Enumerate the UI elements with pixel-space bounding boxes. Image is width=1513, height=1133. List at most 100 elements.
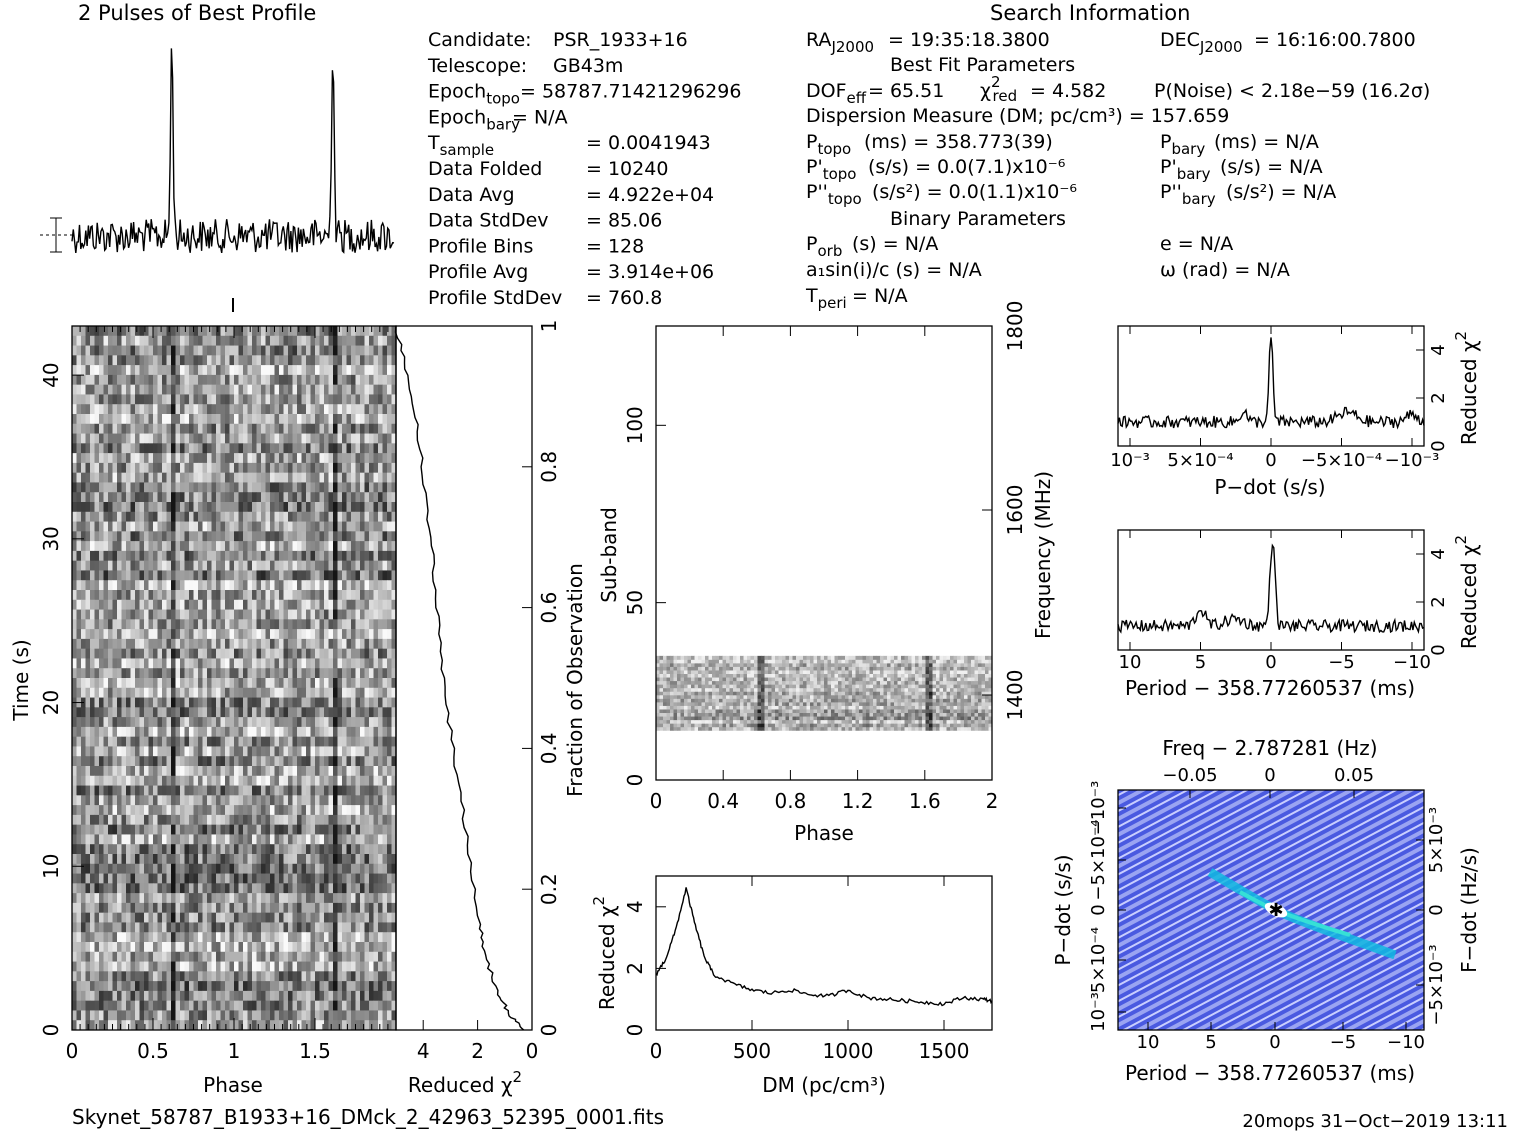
- heat-cell: [301, 863, 307, 874]
- heat-cell: [351, 580, 356, 591]
- heat-cell: [139, 443, 145, 454]
- heat-cell: [85, 981, 91, 992]
- heat-cell: [211, 482, 217, 493]
- heat-cell: [112, 511, 118, 522]
- heat-cell: [72, 453, 77, 464]
- heat-cell: [355, 374, 361, 386]
- heat-cell: [162, 560, 167, 571]
- heat-cell: [184, 648, 190, 659]
- heat-cell: [121, 433, 127, 444]
- heat-cell: [189, 658, 194, 669]
- heat-cell: [243, 462, 248, 474]
- heat-cell: [301, 453, 307, 464]
- ra-value: = 19:35:18.3800: [888, 29, 1050, 51]
- heat-cell: [189, 531, 194, 542]
- heat-cell: [117, 511, 122, 522]
- heat-cell: [171, 580, 176, 591]
- heat-cell: [166, 961, 172, 972]
- heat-cell: [90, 414, 95, 425]
- heat-cell: [216, 697, 221, 708]
- heat-cell: [346, 355, 352, 366]
- heat-cell: [135, 511, 140, 522]
- heat-cell: [324, 374, 329, 386]
- heat-cell: [342, 384, 347, 395]
- heat-cell: [126, 726, 131, 738]
- heat-cell: [234, 942, 239, 953]
- heat-cell: [175, 795, 181, 806]
- heat-cell: [351, 697, 356, 708]
- heat-cell: [189, 550, 194, 562]
- heat-cell: [382, 687, 388, 698]
- heat-cell: [193, 414, 199, 425]
- heat-cell: [391, 560, 397, 571]
- heat-cell: [292, 560, 298, 571]
- heat-cell: [234, 707, 239, 718]
- heat-cell: [342, 619, 347, 630]
- heat-cell: [364, 932, 370, 943]
- heat-cell: [382, 619, 388, 630]
- heat-cell: [130, 687, 136, 698]
- pnoise-value: P(Noise) < 2.18e−59 (16.2σ): [1154, 80, 1430, 102]
- heat-cell: [229, 697, 235, 708]
- heat-cell: [202, 374, 208, 386]
- heat-cell: [126, 541, 131, 552]
- heat-cell: [90, 609, 95, 620]
- heat-cell: [310, 951, 316, 962]
- heat-cell: [153, 345, 158, 356]
- heat-cell: [319, 531, 325, 542]
- heat-cell: [324, 629, 329, 640]
- heat-cell: [355, 482, 361, 493]
- heat-cell: [256, 443, 262, 454]
- heat-cell: [184, 629, 190, 640]
- heat-cell: [247, 951, 253, 962]
- heat-cell: [166, 893, 172, 904]
- heat-cell: [243, 619, 248, 630]
- heat-cell: [198, 678, 203, 689]
- heat-cell: [130, 971, 136, 982]
- heat-cell: [94, 971, 100, 982]
- heat-cell: [310, 834, 316, 845]
- heat-cell: [382, 707, 388, 718]
- heat-cell: [378, 365, 383, 376]
- heat-cell: [220, 981, 226, 992]
- heat-cell: [207, 981, 212, 992]
- heat-cell: [292, 599, 298, 610]
- heat-cell: [85, 531, 91, 542]
- heat-cell: [378, 492, 383, 503]
- heat-cell: [333, 971, 338, 982]
- heat-cell: [342, 961, 347, 972]
- heat-cell: [135, 580, 140, 591]
- heat-cell: [175, 423, 181, 434]
- heat-cell: [189, 453, 194, 464]
- heat-cell: [270, 570, 275, 581]
- heat-cell: [198, 658, 203, 669]
- heat-cell: [261, 531, 266, 542]
- heat-cell: [351, 971, 356, 982]
- heat-cell: [144, 502, 149, 513]
- heat-cell: [189, 678, 194, 689]
- heat-cell: [387, 746, 392, 757]
- heat-cell: [387, 912, 392, 923]
- heat-cell: [297, 658, 302, 669]
- heat-cell: [346, 462, 352, 474]
- heat-cell: [283, 678, 289, 689]
- heat-cell: [126, 648, 131, 659]
- heat-cell: [355, 687, 361, 698]
- heat-cell: [382, 599, 388, 610]
- heat-cell: [216, 550, 221, 562]
- heat-cell: [328, 384, 334, 395]
- heat-cell: [90, 394, 95, 405]
- heat-cell: [351, 981, 356, 992]
- heat-cell: [337, 893, 343, 904]
- heat-cell: [112, 345, 118, 356]
- heat-cell: [171, 785, 176, 796]
- heat-cell: [81, 394, 86, 405]
- info-left-value-1: GB43m: [553, 55, 623, 77]
- heat-cell: [328, 365, 334, 376]
- heat-cell: [387, 717, 392, 728]
- heat-cell: [148, 521, 154, 532]
- heat-cell: [292, 971, 298, 982]
- heat-cell: [103, 531, 109, 542]
- heat-cell: [184, 981, 190, 992]
- heat-cell: [270, 687, 275, 698]
